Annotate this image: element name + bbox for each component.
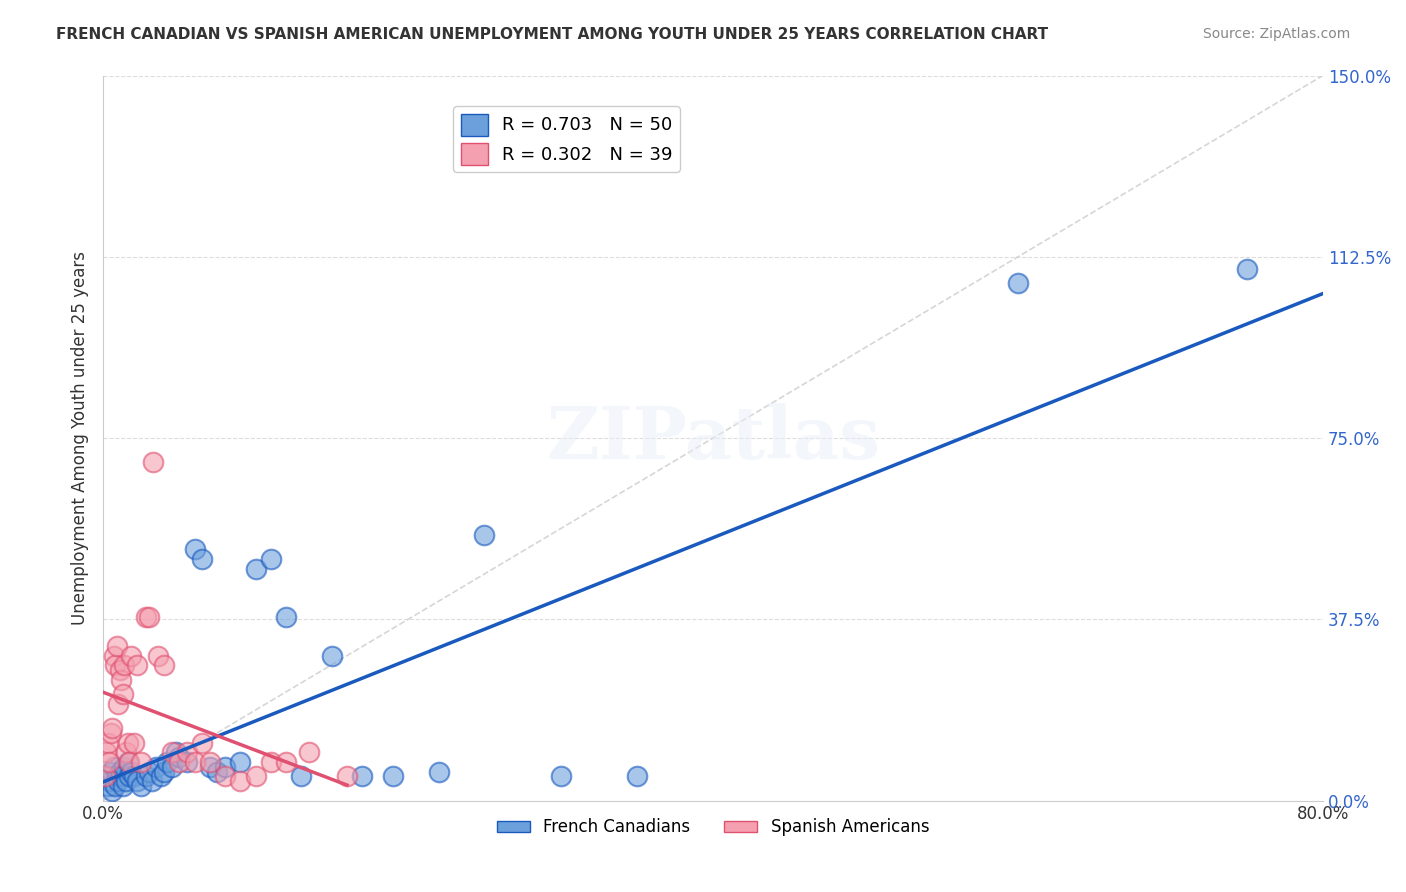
French Canadians (141, 774, 163, 789)
Spanish Americans (229, 774, 252, 789)
French Canadians (114, 760, 136, 774)
Text: FRENCH CANADIAN VS SPANISH AMERICAN UNEMPLOYMENT AMONG YOUTH UNDER 25 YEARS CORR: FRENCH CANADIAN VS SPANISH AMERICAN UNEM… (56, 27, 1049, 42)
French Canadians (122, 769, 145, 783)
Y-axis label: Unemployment Among Youth under 25 years: Unemployment Among Youth under 25 years (72, 251, 89, 625)
Spanish Americans (108, 663, 131, 677)
French Canadians (229, 755, 252, 769)
French Canadians (145, 760, 167, 774)
Spanish Americans (117, 736, 139, 750)
Spanish Americans (245, 769, 267, 783)
French Canadians (472, 527, 495, 541)
French Canadians (321, 648, 343, 663)
Spanish Americans (336, 769, 359, 783)
French Canadians (169, 750, 191, 764)
French Canadians (427, 764, 450, 779)
Spanish Americans (105, 639, 128, 653)
Spanish Americans (129, 755, 152, 769)
Spanish Americans (107, 697, 129, 711)
French Canadians (118, 769, 141, 783)
Spanish Americans (142, 455, 165, 469)
Spanish Americans (115, 745, 138, 759)
French Canadians (207, 764, 229, 779)
Spanish Americans (104, 658, 127, 673)
French Canadians (129, 779, 152, 793)
French Canadians (115, 774, 138, 789)
French Canadians (290, 769, 312, 783)
Spanish Americans (125, 658, 148, 673)
French Canadians (100, 764, 122, 779)
French Canadians (153, 764, 176, 779)
French Canadians (135, 769, 157, 783)
French Canadians (103, 760, 125, 774)
French Canadians (176, 755, 198, 769)
French Canadians (191, 552, 214, 566)
French Canadians (111, 779, 134, 793)
Text: ZIPatlas: ZIPatlas (546, 402, 880, 474)
French Canadians (125, 774, 148, 789)
French Canadians (156, 755, 179, 769)
French Canadians (198, 760, 221, 774)
Spanish Americans (122, 736, 145, 750)
French Canadians (245, 561, 267, 575)
French Canadians (117, 755, 139, 769)
French Canadians (97, 779, 120, 793)
French Canadians (150, 769, 173, 783)
French Canadians (1007, 277, 1029, 291)
Spanish Americans (146, 648, 169, 663)
Text: Source: ZipAtlas.com: Source: ZipAtlas.com (1202, 27, 1350, 41)
French Canadians (101, 784, 124, 798)
French Canadians (352, 769, 374, 783)
French Canadians (120, 764, 142, 779)
Spanish Americans (169, 755, 191, 769)
French Canadians (104, 779, 127, 793)
Spanish Americans (118, 755, 141, 769)
Spanish Americans (198, 755, 221, 769)
French Canadians (107, 774, 129, 789)
French Canadians (260, 552, 283, 566)
French Canadians (550, 769, 572, 783)
Spanish Americans (191, 736, 214, 750)
Spanish Americans (100, 726, 122, 740)
Spanish Americans (103, 648, 125, 663)
Spanish Americans (97, 736, 120, 750)
Spanish Americans (183, 755, 205, 769)
French Canadians (1236, 261, 1258, 276)
Spanish Americans (214, 769, 236, 783)
French Canadians (626, 769, 648, 783)
Spanish Americans (274, 755, 297, 769)
Spanish Americans (160, 745, 183, 759)
Spanish Americans (135, 610, 157, 624)
Spanish Americans (98, 755, 121, 769)
Spanish Americans (111, 687, 134, 701)
French Canadians (183, 542, 205, 557)
Spanish Americans (153, 658, 176, 673)
French Canadians (110, 769, 132, 783)
French Canadians (96, 769, 118, 783)
French Canadians (138, 764, 160, 779)
Spanish Americans (176, 745, 198, 759)
French Canadians (381, 769, 404, 783)
French Canadians (108, 764, 131, 779)
Legend: R = 0.703   N = 50, R = 0.302   N = 39: R = 0.703 N = 50, R = 0.302 N = 39 (453, 106, 681, 172)
Spanish Americans (101, 721, 124, 735)
Spanish Americans (260, 755, 283, 769)
French Canadians (105, 769, 128, 783)
French Canadians (165, 745, 187, 759)
Spanish Americans (138, 610, 160, 624)
French Canadians (98, 774, 121, 789)
Spanish Americans (298, 745, 321, 759)
French Canadians (214, 760, 236, 774)
Spanish Americans (110, 673, 132, 687)
Spanish Americans (114, 658, 136, 673)
Spanish Americans (93, 769, 115, 783)
Spanish Americans (120, 648, 142, 663)
French Canadians (160, 760, 183, 774)
French Canadians (274, 610, 297, 624)
Spanish Americans (96, 745, 118, 759)
